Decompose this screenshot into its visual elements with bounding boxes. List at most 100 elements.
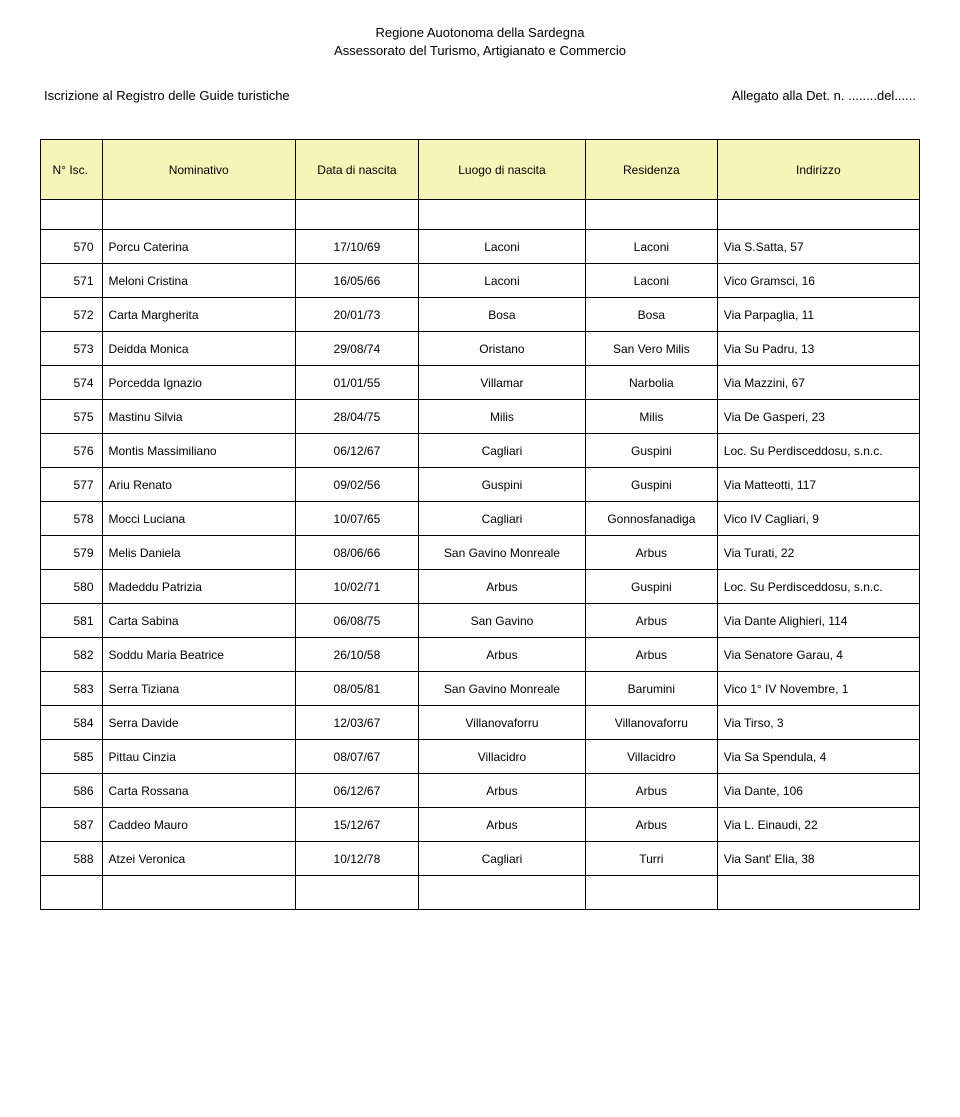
cell-dob: 17/10/69 [295, 230, 418, 264]
cell-res: Arbus [585, 536, 717, 570]
cell-ind: Via Mazzini, 67 [717, 366, 919, 400]
cell-res: Narbolia [585, 366, 717, 400]
cell-dob: 12/03/67 [295, 706, 418, 740]
cell-n: 581 [41, 604, 103, 638]
table-row: 577Ariu Renato09/02/56GuspiniGuspiniVia … [41, 468, 920, 502]
cell-nom: Mastinu Silvia [102, 400, 295, 434]
cell-res: Guspini [585, 570, 717, 604]
cell-nom: Porcedda Ignazio [102, 366, 295, 400]
table-row: 578Mocci Luciana10/07/65CagliariGonnosfa… [41, 502, 920, 536]
cell-n: 586 [41, 774, 103, 808]
cell-luogo: San Gavino [418, 604, 585, 638]
empty-cell [418, 876, 585, 910]
cell-ind: Loc. Su Perdisceddosu, s.n.c. [717, 570, 919, 604]
cell-res: Arbus [585, 808, 717, 842]
table-row: 585Pittau Cinzia08/07/67VillacidroVillac… [41, 740, 920, 774]
cell-luogo: Arbus [418, 570, 585, 604]
subheader-left: Iscrizione al Registro delle Guide turis… [44, 88, 290, 103]
empty-cell [102, 876, 295, 910]
cell-res: Guspini [585, 468, 717, 502]
cell-luogo: Oristano [418, 332, 585, 366]
cell-luogo: Cagliari [418, 842, 585, 876]
spacer-row [41, 200, 920, 230]
table-row: 581Carta Sabina06/08/75San GavinoArbusVi… [41, 604, 920, 638]
cell-ind: Via Turati, 22 [717, 536, 919, 570]
cell-luogo: Laconi [418, 264, 585, 298]
cell-luogo: Milis [418, 400, 585, 434]
col-header-n: N° Isc. [41, 140, 103, 200]
cell-nom: Deidda Monica [102, 332, 295, 366]
cell-ind: Via Su Padru, 13 [717, 332, 919, 366]
cell-luogo: Cagliari [418, 434, 585, 468]
table-row: 587Caddeo Mauro15/12/67ArbusArbusVia L. … [41, 808, 920, 842]
cell-ind: Via L. Einaudi, 22 [717, 808, 919, 842]
table-row: 574Porcedda Ignazio01/01/55VillamarNarbo… [41, 366, 920, 400]
cell-n: 585 [41, 740, 103, 774]
table-row: 584Serra Davide12/03/67VillanovaforruVil… [41, 706, 920, 740]
cell-res: Turri [585, 842, 717, 876]
cell-ind: Via Dante, 106 [717, 774, 919, 808]
cell-dob: 08/06/66 [295, 536, 418, 570]
table-row: 582Soddu Maria Beatrice26/10/58ArbusArbu… [41, 638, 920, 672]
document-header: Regione Auotonoma della Sardegna Assesso… [40, 24, 920, 60]
cell-n: 587 [41, 808, 103, 842]
cell-n: 583 [41, 672, 103, 706]
cell-nom: Pittau Cinzia [102, 740, 295, 774]
cell-dob: 28/04/75 [295, 400, 418, 434]
table-row: 579Melis Daniela08/06/66San Gavino Monre… [41, 536, 920, 570]
cell-ind: Vico 1° IV Novembre, 1 [717, 672, 919, 706]
table-header-row: N° Isc. Nominativo Data di nascita Luogo… [41, 140, 920, 200]
cell-luogo: Villamar [418, 366, 585, 400]
cell-res: Bosa [585, 298, 717, 332]
cell-res: Villanovaforru [585, 706, 717, 740]
header-line1: Regione Auotonoma della Sardegna [40, 24, 920, 42]
cell-luogo: Arbus [418, 638, 585, 672]
cell-n: 572 [41, 298, 103, 332]
cell-ind: Via De Gasperi, 23 [717, 400, 919, 434]
cell-n: 584 [41, 706, 103, 740]
table-row: 586Carta Rossana06/12/67ArbusArbusVia Da… [41, 774, 920, 808]
cell-ind: Via Dante Alighieri, 114 [717, 604, 919, 638]
table-row: 573Deidda Monica29/08/74OristanoSan Vero… [41, 332, 920, 366]
cell-luogo: Arbus [418, 774, 585, 808]
col-header-nom: Nominativo [102, 140, 295, 200]
header-line2: Assessorato del Turismo, Artigianato e C… [40, 42, 920, 60]
cell-luogo: Villacidro [418, 740, 585, 774]
table-row: 575Mastinu Silvia28/04/75MilisMilisVia D… [41, 400, 920, 434]
cell-n: 580 [41, 570, 103, 604]
col-header-dob: Data di nascita [295, 140, 418, 200]
cell-nom: Madeddu Patrizia [102, 570, 295, 604]
cell-res: Arbus [585, 638, 717, 672]
cell-res: Arbus [585, 774, 717, 808]
cell-nom: Carta Sabina [102, 604, 295, 638]
empty-cell [295, 876, 418, 910]
cell-dob: 06/08/75 [295, 604, 418, 638]
cell-n: 577 [41, 468, 103, 502]
cell-dob: 10/02/71 [295, 570, 418, 604]
cell-ind: Vico Gramsci, 16 [717, 264, 919, 298]
cell-luogo: San Gavino Monreale [418, 672, 585, 706]
cell-res: Barumini [585, 672, 717, 706]
cell-nom: Carta Rossana [102, 774, 295, 808]
cell-nom: Caddeo Mauro [102, 808, 295, 842]
cell-res: Laconi [585, 230, 717, 264]
cell-nom: Serra Tiziana [102, 672, 295, 706]
cell-nom: Atzei Veronica [102, 842, 295, 876]
cell-ind: Vico IV Cagliari, 9 [717, 502, 919, 536]
cell-nom: Soddu Maria Beatrice [102, 638, 295, 672]
cell-dob: 08/07/67 [295, 740, 418, 774]
cell-n: 582 [41, 638, 103, 672]
cell-n: 588 [41, 842, 103, 876]
cell-dob: 16/05/66 [295, 264, 418, 298]
cell-luogo: Arbus [418, 808, 585, 842]
empty-cell [717, 876, 919, 910]
table-body: 570Porcu Caterina17/10/69LaconiLaconiVia… [41, 200, 920, 910]
cell-nom: Melis Daniela [102, 536, 295, 570]
cell-n: 571 [41, 264, 103, 298]
table-row: 576Montis Massimiliano06/12/67CagliariGu… [41, 434, 920, 468]
cell-luogo: San Gavino Monreale [418, 536, 585, 570]
cell-res: Arbus [585, 604, 717, 638]
cell-n: 576 [41, 434, 103, 468]
col-header-luogo: Luogo di nascita [418, 140, 585, 200]
cell-ind: Via Sa Spendula, 4 [717, 740, 919, 774]
